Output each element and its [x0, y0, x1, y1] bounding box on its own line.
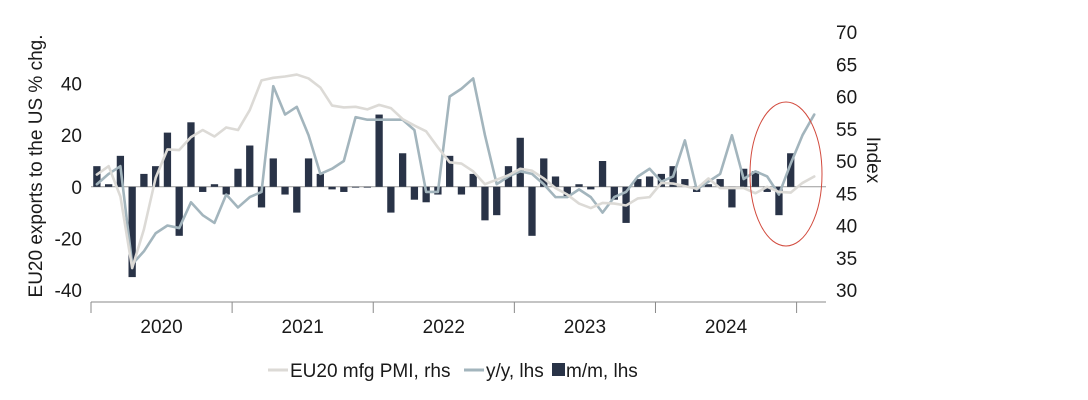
- bar-mm: [222, 186, 230, 195]
- bar-mm: [446, 155, 454, 187]
- bar-mm: [210, 184, 219, 187]
- bar-mm: [163, 132, 172, 187]
- bar-mm: [716, 179, 724, 187]
- highlight-ellipse: [749, 101, 823, 247]
- bar-mm: [704, 184, 713, 187]
- legend-yy-label: y/y, lhs: [486, 361, 544, 382]
- bar-mm: [763, 186, 771, 192]
- y-right-tick-label: 30: [836, 281, 857, 302]
- bar-mm: [187, 122, 195, 187]
- x-year-label: 2020: [140, 317, 182, 338]
- x-year-label: 2023: [564, 317, 606, 338]
- lines-layer: [95, 73, 816, 270]
- legend-mm-label: m/m, lhs: [566, 361, 638, 382]
- bar-mm: [528, 186, 536, 236]
- y-right-tick-label: 60: [836, 88, 857, 109]
- bar-mm: [387, 186, 395, 213]
- legend-pmi-label: EU20 mfg PMI, rhs: [290, 361, 451, 382]
- bar-mm: [257, 186, 266, 208]
- y-axis-left-title: EU20 exports to the US % chg.: [26, 35, 47, 298]
- y-left-tick-label: 40: [61, 75, 82, 96]
- x-year-label: 2022: [423, 317, 465, 338]
- y-right-tick-label: 35: [836, 249, 857, 270]
- bar-mm: [410, 186, 419, 200]
- bar-mm: [728, 186, 736, 208]
- bar-mm: [128, 186, 136, 278]
- y-left-tick-label: -20: [55, 229, 82, 250]
- bar-mm: [316, 173, 324, 187]
- bar-mm: [199, 186, 207, 192]
- bar-mm: [610, 186, 618, 200]
- bar-mm: [351, 186, 360, 188]
- bar-mm: [93, 166, 101, 187]
- y-right-tick-label: 70: [836, 23, 857, 44]
- line-yy: [95, 77, 816, 266]
- bar-mm: [293, 186, 301, 213]
- bar-mm: [787, 153, 795, 187]
- bar-mm: [304, 158, 313, 187]
- bar-mm: [598, 161, 607, 187]
- bar-mm: [551, 176, 560, 187]
- bar-mm: [563, 186, 571, 198]
- line-pmi: [95, 73, 816, 270]
- bar-mm: [363, 186, 371, 188]
- y-right-tick-label: 50: [836, 152, 857, 173]
- x-year-label: 2021: [282, 317, 324, 338]
- bar-mm: [481, 186, 489, 221]
- y-right-tick-label: 40: [836, 217, 857, 238]
- y-left-tick-label: -40: [55, 281, 82, 302]
- bar-mm: [340, 186, 348, 192]
- bar-mm: [104, 184, 113, 187]
- bar-mm: [575, 184, 583, 187]
- y-left-tick-label: 20: [61, 126, 82, 147]
- bar-mm: [516, 137, 524, 187]
- bar-mm: [281, 186, 289, 195]
- bar-mm: [457, 186, 466, 195]
- y-left-tick-label: 0: [71, 178, 82, 199]
- bar-mm: [469, 173, 477, 187]
- bar-mm: [246, 145, 254, 187]
- y-right-tick-label: 65: [836, 55, 857, 76]
- bar-mm: [587, 186, 595, 190]
- bar-mm: [234, 168, 242, 187]
- bar-mm: [634, 179, 642, 187]
- bar-mm: [375, 114, 383, 187]
- bar-mm: [398, 153, 407, 187]
- y-right-tick-label: 55: [836, 120, 857, 141]
- bar-mm: [175, 186, 183, 236]
- legend: EU20 mfg PMI, rhs y/y, lhs m/m, lhs: [268, 361, 638, 382]
- x-year-label: 2024: [705, 317, 748, 338]
- bar-mm: [681, 179, 689, 187]
- axes-layer: 40 20 0 -20 -40 70 65 60 55 50 45 40 35 30 2020 2021 202…: [55, 23, 858, 338]
- bar-mm: [775, 186, 783, 216]
- bar-mm: [422, 186, 430, 203]
- y-axis-right-title: Index: [862, 137, 883, 184]
- bar-mm: [751, 171, 760, 187]
- y-right-tick-label: 45: [836, 184, 857, 205]
- bar-mm: [269, 158, 277, 187]
- bar-mm: [645, 176, 654, 187]
- bar-mm: [493, 186, 501, 216]
- bar-mm: [328, 186, 336, 190]
- bar-mm: [540, 158, 548, 187]
- legend-mm-swatch: [552, 363, 565, 376]
- bar-mm: [140, 173, 148, 187]
